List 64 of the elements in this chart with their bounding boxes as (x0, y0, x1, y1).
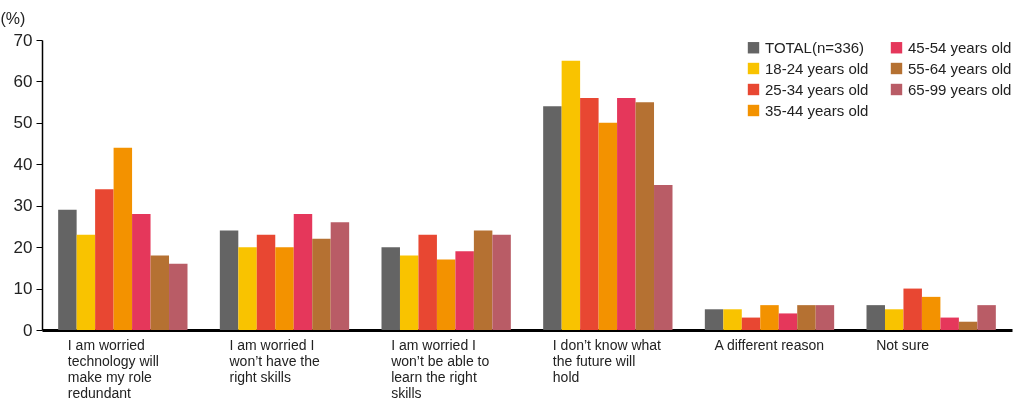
x-tick-label: Not sure (876, 336, 930, 353)
x-tick-label: I am worried I won’t be able to learn the right skills (390, 336, 490, 401)
x-tick-label: I don’t know what the future will hold (552, 336, 662, 385)
bar (884, 309, 904, 330)
y-tick-label: 20 (13, 237, 33, 257)
legend-label: 65-99 years old (908, 80, 1012, 98)
bar (312, 238, 331, 330)
bar (977, 305, 996, 330)
y-axis-title: (%) (0, 9, 26, 27)
y-tick-label: 70 (13, 30, 33, 50)
legend-label: 25-34 years old (765, 80, 869, 98)
bar (293, 214, 313, 330)
legend-label: 18-24 years old (765, 59, 869, 77)
bar (635, 102, 655, 330)
bar (921, 296, 941, 330)
x-tick-label: I am worried technology will make my role redundant (67, 336, 159, 401)
legend-label: 35-44 years old (765, 101, 869, 119)
bar (330, 222, 350, 330)
bar (113, 147, 133, 330)
y-tick-label: 30 (13, 196, 33, 216)
bar (381, 247, 400, 330)
bar (598, 122, 618, 330)
y-tick-label: 40 (13, 154, 33, 174)
legend-label: TOTAL(n=336) (765, 38, 865, 56)
y-tick-label: 60 (13, 71, 33, 91)
bar (797, 305, 816, 330)
bar (866, 305, 885, 330)
bar (561, 60, 581, 330)
bar (436, 259, 456, 330)
bar (150, 255, 170, 330)
x-tick-label: I am worried I won’t have the right skills (228, 336, 320, 385)
bar (455, 251, 474, 330)
y-tick-label: 0 (23, 320, 33, 340)
bar (741, 317, 761, 330)
bar (958, 321, 978, 330)
legend-label: 55-64 years old (908, 59, 1012, 77)
bar (95, 189, 114, 330)
bar (543, 106, 562, 330)
bar (940, 317, 959, 330)
bar (654, 185, 673, 330)
bar (256, 234, 276, 330)
bar (76, 234, 96, 330)
x-tick-label: A different reason (714, 336, 824, 353)
bar (219, 230, 239, 330)
bar (238, 247, 257, 330)
bar (815, 305, 835, 330)
bar (492, 234, 511, 330)
bar (704, 309, 724, 330)
bar (418, 234, 437, 330)
bar (760, 305, 779, 330)
bar (132, 214, 151, 330)
bar (169, 263, 188, 330)
bar (399, 255, 419, 330)
legend-label: 45-54 years old (908, 38, 1012, 56)
bar (473, 230, 493, 330)
bar (723, 309, 742, 330)
bar (58, 209, 77, 330)
bar (903, 288, 922, 330)
bar (580, 98, 599, 330)
bar (617, 98, 636, 330)
y-tick-label: 50 (13, 113, 33, 133)
bar (778, 313, 798, 330)
bar (275, 247, 294, 330)
y-tick-label: 10 (13, 279, 33, 299)
